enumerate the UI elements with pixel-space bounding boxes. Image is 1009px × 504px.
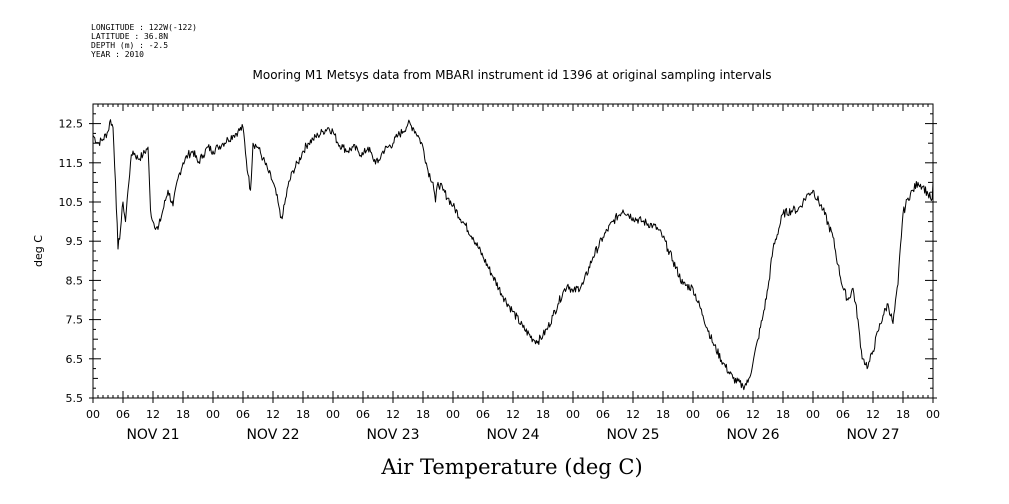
latitude-label: LATITUDE : 36.8N [91, 32, 168, 41]
x-tick-label: 06 [476, 408, 490, 421]
x-tick-label: 12 [866, 408, 880, 421]
y-tick-label: 12.5 [59, 118, 84, 131]
series-line-air-temperature [92, 119, 934, 391]
x-tick-label: 12 [506, 408, 520, 421]
x-tick-label: 18 [776, 408, 790, 421]
x-tick-label: 00 [926, 408, 940, 421]
x-axis-title: Air Temperature (deg C) [380, 455, 642, 479]
chart-title: Mooring M1 Metsys data from MBARI instru… [253, 68, 772, 82]
x-tick-label: 00 [206, 408, 220, 421]
y-tick-label: 11.5 [59, 157, 84, 170]
y-tick-label: 10.5 [59, 196, 84, 209]
x-day-label: NOV 21 [126, 427, 179, 443]
x-day-label: NOV 25 [606, 427, 659, 443]
x-tick-label: 06 [236, 408, 250, 421]
x-tick-label: 06 [596, 408, 610, 421]
x-tick-label: 18 [656, 408, 670, 421]
x-day-label: NOV 22 [246, 427, 299, 443]
x-tick-label: 06 [836, 408, 850, 421]
x-tick-label: 18 [176, 408, 190, 421]
x-tick-label: 12 [626, 408, 640, 421]
x-tick-label: 06 [116, 408, 130, 421]
x-tick-label: 06 [716, 408, 730, 421]
x-tick-label: 18 [416, 408, 430, 421]
x-day-label: NOV 27 [846, 427, 899, 443]
x-tick-label: 18 [536, 408, 550, 421]
x-tick-label: 18 [296, 408, 310, 421]
y-tick-label: 9.5 [66, 235, 84, 248]
x-tick-label: 00 [686, 408, 700, 421]
x-tick-label: 00 [446, 408, 460, 421]
x-tick-label: 18 [896, 408, 910, 421]
y-tick-label: 6.5 [66, 353, 84, 366]
x-day-label: NOV 23 [366, 427, 419, 443]
x-tick-label: 12 [266, 408, 280, 421]
x-day-label: NOV 24 [486, 427, 539, 443]
y-axis-label: deg C [32, 235, 45, 267]
y-tick-label: 7.5 [66, 314, 84, 327]
x-tick-label: 00 [326, 408, 340, 421]
chart-marks: 00 06 12 18 00 06 12 18 00 06 12 18 00 06 12 18 00 06 12 18… [59, 103, 940, 443]
y-tick-label: 8.5 [66, 274, 84, 287]
x-tick-label: 12 [146, 408, 160, 421]
x-tick-label: 12 [386, 408, 400, 421]
y-tick-label: 5.5 [66, 392, 84, 405]
x-tick-label: 12 [746, 408, 760, 421]
x-tick-label: 00 [86, 408, 100, 421]
x-tick-label: 00 [806, 408, 820, 421]
depth-label: DEPTH (m) : -2.5 [91, 41, 168, 50]
x-day-label: NOV 26 [726, 427, 779, 443]
x-tick-label: 00 [566, 408, 580, 421]
year-label: YEAR : 2010 [91, 50, 144, 59]
longitude-label: LONGITUDE : 122W(-122) [91, 23, 197, 32]
x-tick-label: 06 [356, 408, 370, 421]
